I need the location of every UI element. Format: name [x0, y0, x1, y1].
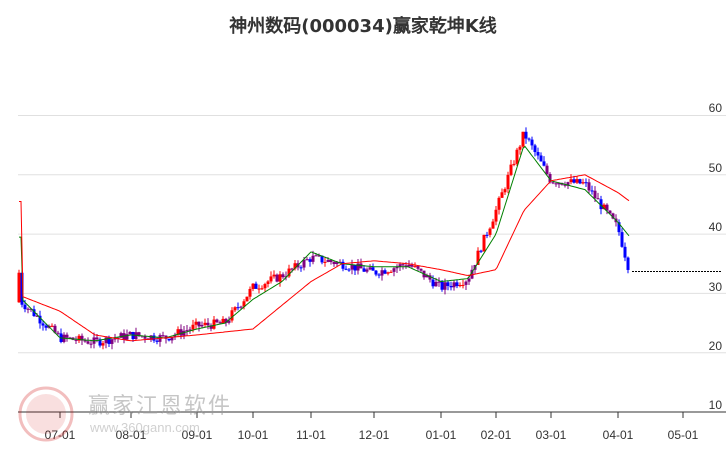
y-tick-20: 20: [708, 339, 722, 353]
x-tick-label: 04-01: [602, 428, 634, 442]
y-tick-10: 10: [708, 398, 722, 412]
watermark-url: www.360gann.com: [90, 420, 200, 435]
y-tick-60: 60: [708, 101, 722, 115]
y-tick-40: 40: [708, 220, 722, 234]
x-tick-label: 07-01: [44, 428, 76, 442]
x-tick-label: 05-01: [667, 428, 699, 442]
chart-title: 神州数码(000034)赢家乾坤K线: [229, 16, 497, 37]
x-tick-label: 09-01: [181, 428, 213, 442]
y-tick-50: 50: [708, 161, 722, 175]
x-tick-label: 01-01: [425, 428, 457, 442]
x-tick-label: 10-01: [237, 428, 269, 442]
y-tick-30: 30: [708, 280, 722, 294]
watermark-text: 赢家江恩软件: [88, 394, 233, 419]
x-tick-label: 03-01: [535, 428, 567, 442]
x-tick-label: 12-01: [358, 428, 390, 442]
watermark-logo-icon: [18, 386, 74, 442]
x-tick-label: 11-01: [296, 428, 326, 442]
x-tick-label: 08-01: [115, 428, 147, 442]
x-tick-label: 02-01: [480, 428, 512, 442]
